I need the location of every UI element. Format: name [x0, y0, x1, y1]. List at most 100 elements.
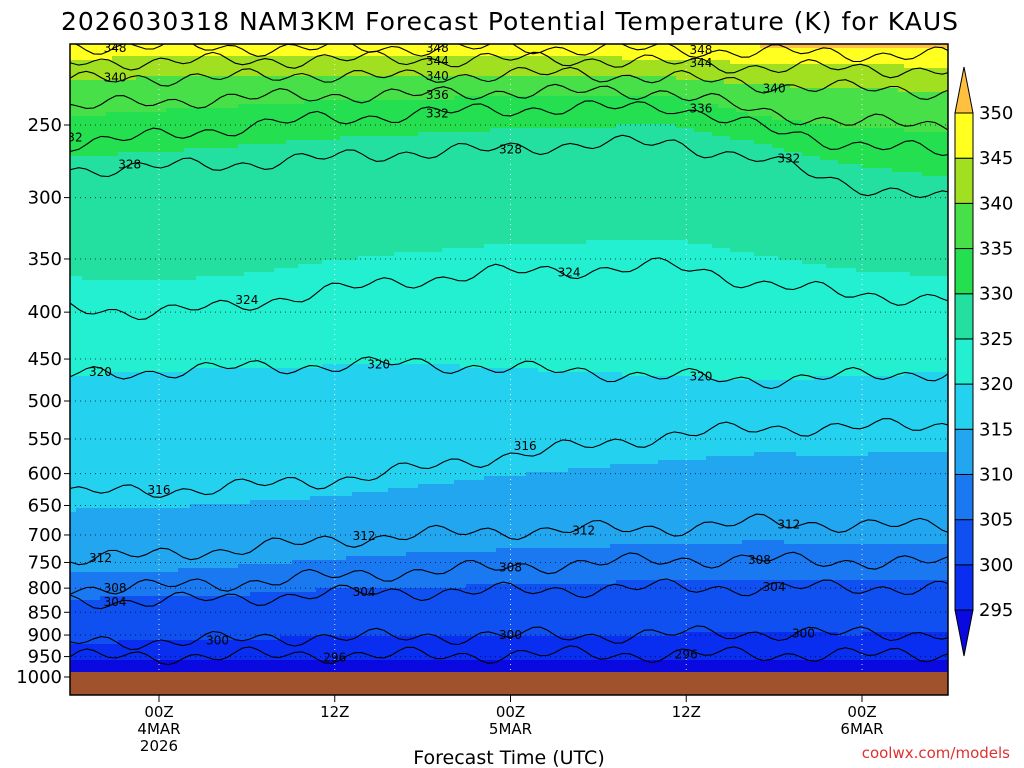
theta-cell [166, 652, 173, 657]
theta-cell [196, 176, 203, 181]
theta-cell [148, 624, 155, 629]
theta-cell [208, 212, 215, 217]
theta-cell [148, 664, 155, 669]
theta-cell [136, 572, 143, 577]
theta-cell [172, 316, 179, 321]
theta-cell [226, 540, 233, 545]
theta-cell [160, 432, 167, 437]
theta-cell [220, 268, 227, 273]
plot-area: 3483403323283243203163123083043002963483… [57, 38, 953, 695]
theta-cell [154, 576, 161, 581]
theta-cell [202, 300, 209, 305]
theta-cell [106, 416, 113, 421]
theta-cell [190, 524, 197, 529]
theta-cell [214, 484, 221, 489]
theta-cell [130, 440, 137, 445]
theta-cell [238, 452, 245, 457]
theta-cell [202, 172, 209, 177]
theta-cell [130, 172, 137, 177]
theta-cell [160, 112, 167, 117]
theta-cell [94, 216, 101, 221]
theta-cell [232, 84, 239, 89]
theta-cell [178, 264, 185, 269]
theta-cell [154, 196, 161, 201]
theta-cell [166, 316, 173, 321]
theta-cell [106, 424, 113, 429]
theta-cell [190, 424, 197, 429]
theta-cell [214, 272, 221, 277]
theta-cell [196, 316, 203, 321]
theta-cell [172, 284, 179, 289]
theta-cell [166, 532, 173, 537]
theta-cell [256, 476, 263, 481]
theta-cell [184, 184, 191, 189]
theta-cell [88, 608, 95, 613]
theta-cell [106, 360, 113, 365]
theta-cell [220, 536, 227, 541]
theta-cell [202, 388, 209, 393]
theta-cell [130, 212, 137, 217]
theta-cell [88, 400, 95, 405]
theta-cell [172, 328, 179, 333]
theta-cell [202, 348, 209, 353]
theta-cell [94, 336, 101, 341]
theta-cell [82, 496, 89, 501]
theta-cell [118, 280, 125, 285]
theta-cell [130, 660, 137, 665]
theta-cell [112, 576, 119, 581]
theta-cell [190, 568, 197, 573]
theta-cell [250, 592, 257, 597]
theta-cell [166, 252, 173, 257]
theta-cell [160, 604, 167, 609]
theta-cell [184, 336, 191, 341]
theta-cell [136, 52, 143, 57]
theta-cell [76, 476, 83, 481]
theta-cell [190, 208, 197, 213]
theta-cell [208, 268, 215, 273]
theta-cell [220, 532, 227, 537]
theta-cell [142, 636, 149, 641]
theta-cell [82, 596, 89, 601]
theta-cell [202, 340, 209, 345]
theta-cell [220, 64, 227, 69]
theta-cell [160, 260, 167, 265]
theta-cell [232, 372, 239, 377]
theta-cell [172, 460, 179, 465]
theta-cell [70, 568, 77, 573]
theta-cell [136, 220, 143, 225]
theta-cell [220, 568, 227, 573]
theta-cell [130, 216, 137, 221]
theta-cell [118, 180, 125, 185]
theta-cell [76, 568, 83, 573]
theta-cell [184, 420, 191, 425]
theta-cell [172, 240, 179, 245]
theta-cell [88, 540, 95, 545]
theta-cell [202, 508, 209, 513]
theta-cell [142, 256, 149, 261]
theta-cell [148, 560, 155, 565]
theta-cell [112, 476, 119, 481]
theta-cell [148, 108, 155, 113]
theta-cell [118, 504, 125, 509]
theta-cell [172, 372, 179, 377]
theta-cell [124, 544, 131, 549]
theta-cell [148, 208, 155, 213]
theta-cell [244, 412, 251, 417]
theta-cell [70, 340, 77, 345]
theta-cell [172, 600, 179, 605]
theta-cell [250, 260, 257, 265]
theta-cell [94, 192, 101, 197]
theta-cell [118, 620, 125, 625]
theta-cell [178, 452, 185, 457]
theta-cell [82, 184, 89, 189]
theta-cell [208, 564, 215, 569]
theta-cell [100, 148, 107, 153]
theta-cell [250, 500, 257, 505]
theta-cell [106, 152, 113, 157]
theta-cell [202, 168, 209, 173]
theta-cell [244, 192, 251, 197]
theta-cell [256, 148, 263, 153]
theta-cell [70, 668, 77, 673]
theta-cell [76, 452, 83, 457]
theta-cell [256, 536, 263, 541]
